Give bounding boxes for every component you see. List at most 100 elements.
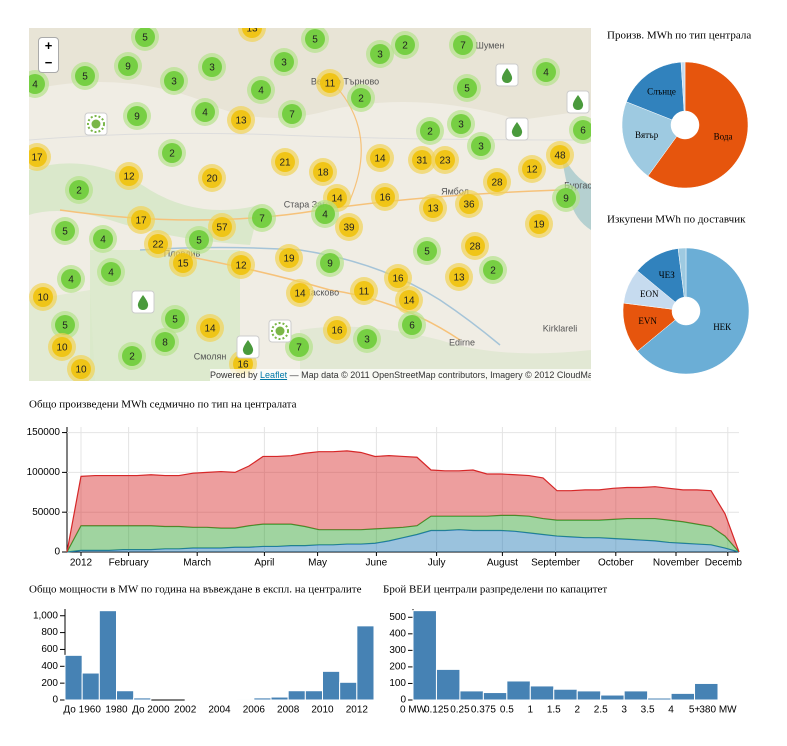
hydro-markers	[131, 63, 590, 359]
cluster[interactable]: 12	[518, 155, 546, 183]
cluster[interactable]: 16	[384, 264, 412, 292]
cluster[interactable]: 14	[366, 144, 394, 172]
cluster[interactable]: 14	[286, 279, 314, 307]
cluster[interactable]: 5	[453, 74, 481, 102]
solar-marker[interactable]	[268, 319, 292, 343]
hydro-marker[interactable]	[566, 90, 590, 114]
zoom-in[interactable]: +	[38, 37, 59, 56]
cluster[interactable]: 13	[238, 14, 266, 42]
cluster[interactable]: 57	[208, 213, 236, 241]
cluster[interactable]: 5	[131, 23, 159, 51]
cluster[interactable]: 10	[48, 333, 76, 361]
cluster[interactable]: 22	[144, 230, 172, 258]
cluster[interactable]: 9	[123, 102, 151, 130]
cluster[interactable]: 28	[483, 168, 511, 196]
hydro-marker[interactable]	[495, 63, 519, 87]
cluster[interactable]: 21	[271, 148, 299, 176]
cluster[interactable]: 9	[316, 249, 344, 277]
cluster[interactable]: 3	[270, 48, 298, 76]
bar	[356, 625, 375, 701]
cluster[interactable]: 31	[408, 146, 436, 174]
cluster[interactable]: 17	[127, 206, 155, 234]
cluster[interactable]: 4	[89, 225, 117, 253]
x-tick-label: August	[487, 558, 518, 569]
cluster-core	[131, 210, 151, 230]
cluster[interactable]: 5	[51, 311, 79, 339]
x-tick-label: December	[705, 558, 752, 569]
cluster[interactable]: 4	[311, 200, 339, 228]
cluster[interactable]: 11	[350, 277, 378, 305]
chart-title: Брой ВЕИ централи разпределени по капаци…	[383, 584, 607, 596]
cluster[interactable]: 2	[391, 31, 419, 59]
hydro-marker[interactable]	[131, 290, 155, 314]
cluster[interactable]: 16	[323, 316, 351, 344]
cluster[interactable]: 4	[21, 70, 49, 98]
cluster[interactable]: 19	[525, 210, 553, 238]
cluster[interactable]: 18	[309, 158, 337, 186]
cluster[interactable]: 48	[546, 141, 574, 169]
bar	[64, 654, 83, 701]
cluster-count: 14	[294, 289, 306, 300]
cluster[interactable]: 4	[57, 265, 85, 293]
cluster[interactable]: 14	[395, 286, 423, 314]
cluster[interactable]: 8	[151, 328, 179, 356]
cluster[interactable]: 7	[449, 31, 477, 59]
y-tick-label: 150000	[27, 427, 61, 438]
cluster[interactable]: 17	[23, 143, 51, 171]
cluster[interactable]: 23	[431, 146, 459, 174]
cluster[interactable]: 3	[160, 67, 188, 95]
attribution-link[interactable]: Leaflet	[260, 370, 288, 380]
cluster[interactable]: 11	[316, 69, 344, 97]
cluster[interactable]: 2	[416, 117, 444, 145]
cluster[interactable]: 36	[455, 190, 483, 218]
cluster[interactable]: 7	[278, 100, 306, 128]
cluster[interactable]: 20	[198, 164, 226, 192]
cluster[interactable]: 4	[97, 258, 125, 286]
cluster[interactable]: 2	[65, 176, 93, 204]
cluster[interactable]: 28	[461, 232, 489, 260]
cluster[interactable]: 5	[71, 62, 99, 90]
solar-marker[interactable]	[84, 112, 108, 136]
cluster[interactable]: 12	[115, 162, 143, 190]
cluster[interactable]: 2	[347, 84, 375, 112]
cluster[interactable]: 2	[158, 139, 186, 167]
cluster[interactable]: 13	[227, 106, 255, 134]
cluster[interactable]: 15	[169, 249, 197, 277]
cluster[interactable]: 39	[335, 213, 363, 241]
hydro-marker[interactable]	[236, 335, 260, 359]
y-tick-label: 300	[389, 645, 406, 656]
map[interactable]: Шумен Велико Търново Ямбол Бургас Стара Заго…	[21, 14, 597, 383]
zoom-out[interactable]: −	[38, 55, 59, 73]
cluster[interactable]: 3	[353, 325, 381, 353]
cluster[interactable]: 5	[51, 217, 79, 245]
cluster[interactable]: 16	[371, 183, 399, 211]
cluster[interactable]: 3	[447, 110, 475, 138]
cluster[interactable]: 7	[248, 204, 276, 232]
bar	[322, 670, 341, 701]
cluster[interactable]: 3	[198, 53, 226, 81]
cluster[interactable]: 3	[467, 132, 495, 160]
cluster[interactable]: 10	[67, 355, 95, 383]
cluster[interactable]: 6	[398, 311, 426, 339]
cluster[interactable]: 5	[301, 25, 329, 53]
cluster[interactable]: 4	[532, 58, 560, 86]
cluster[interactable]: 5	[185, 226, 213, 254]
cluster[interactable]: 2	[479, 256, 507, 284]
cluster[interactable]: 5	[413, 237, 441, 265]
cluster[interactable]: 4	[247, 76, 275, 104]
cluster[interactable]: 13	[419, 194, 447, 222]
cluster[interactable]: 12	[227, 251, 255, 279]
cluster[interactable]: 19	[275, 244, 303, 272]
cluster[interactable]: 3	[366, 40, 394, 68]
cluster[interactable]: 4	[191, 98, 219, 126]
cluster[interactable]: 2	[118, 342, 146, 370]
cluster[interactable]: 9	[114, 52, 142, 80]
cluster[interactable]: 10	[29, 283, 57, 311]
cluster[interactable]: 14	[196, 314, 224, 342]
cluster[interactable]: 7	[285, 333, 313, 361]
cluster[interactable]: 13	[445, 263, 473, 291]
cluster[interactable]: 5	[161, 305, 189, 333]
cluster[interactable]: 6	[569, 116, 597, 144]
hydro-marker[interactable]	[505, 117, 529, 141]
cluster[interactable]: 9	[552, 184, 580, 212]
